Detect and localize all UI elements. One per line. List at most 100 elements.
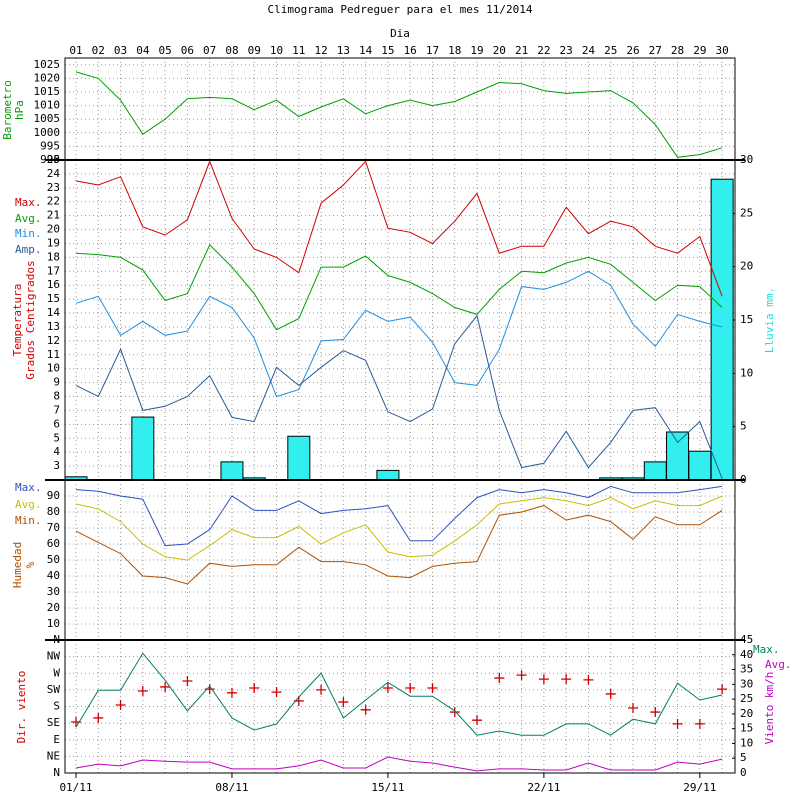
legend-label: Avg. [765,658,792,671]
y-tick-label: 3 [53,459,60,472]
x-tick-label: 16 [404,44,417,57]
y-axis-title: Temperatura [11,284,24,357]
y-tick-label: 80 [47,505,60,518]
direction-marker [672,718,683,729]
y-tick-label: W [53,666,60,679]
y-tick-label: 90 [47,489,60,502]
rain-bar [666,431,690,481]
y-tick-label: 11 [47,348,60,361]
y-axis-title: % [24,561,37,568]
y-tick-label: N [53,766,60,779]
direction-marker [583,674,594,685]
y2-axis-title: Viento km/h [763,672,776,745]
series-line [75,314,723,479]
y-tick-label: 9 [53,376,60,389]
y-tick-label: 22 [47,195,60,208]
direction-marker [382,683,393,694]
x-tick-label: 19 [470,44,483,57]
direction-marker [717,684,728,695]
rain-bar [688,450,712,481]
y-tick-label: 1000 [34,126,61,139]
x-tick-label: 10 [270,44,283,57]
y-tick-label: 70 [47,521,60,534]
y-tick-label: 12 [47,334,60,347]
y-axis-title: Barometro [1,80,14,140]
direction-marker [516,670,527,681]
y2-tick-label: 25 [740,206,753,219]
y-tick-label: 13 [47,320,60,333]
legend-label: Max. [15,196,42,209]
series-line [75,756,723,772]
x-tick-label: 14 [359,44,373,57]
y-tick-label: 1010 [34,99,61,112]
rain-bar [376,469,400,481]
x-tick-label: 15 [381,44,394,57]
y-tick-label: 40 [47,569,60,582]
x-tick-label: 01/11 [59,781,92,794]
legend-label: Min. [15,227,42,240]
direction-marker [338,697,349,708]
x-tick-label: 29 [693,44,706,57]
x-tick-label: 17 [426,44,439,57]
x-tick-label: 28 [671,44,684,57]
rain-bar [287,435,311,481]
series-line [75,160,723,297]
x-tick-label: 15/11 [371,781,404,794]
direction-marker [93,712,104,723]
y-tick-label: S [53,700,60,713]
series-line [75,244,723,331]
legend-label: Avg. [15,212,42,225]
y-tick-label: 30 [47,585,60,598]
y2-tick-label: 15 [740,313,753,326]
direction-marker [694,718,705,729]
x-tick-label: 02 [92,44,105,57]
y-tick-label: 50 [47,553,60,566]
y-tick-label: 8 [53,390,60,403]
rain-bar [710,178,734,481]
direction-marker [271,687,282,698]
x-tick-label: 08/11 [215,781,248,794]
x-tick-label: 12 [314,44,327,57]
direction-marker [160,681,171,692]
x-tick-label: 29/11 [683,781,716,794]
direction-marker [472,715,483,726]
direction-marker [316,684,327,695]
y2-tick-label: 40 [740,648,753,661]
x-tick-label: 18 [448,44,461,57]
x-tick-label: 22 [537,44,550,57]
y-tick-label: 14 [47,306,61,319]
x-tick-label: 03 [114,44,127,57]
chart-title: Climograma Pedreguer para el mes 11/2014 [268,3,533,16]
y2-tick-label: 20 [740,707,753,720]
y2-tick-label: 5 [740,420,747,433]
y-axis-title: Dir. viento [15,671,28,744]
y-tick-label: 21 [47,209,60,222]
direction-marker [494,673,505,684]
y-tick-label: SE [47,716,60,729]
direction-marker [628,702,638,713]
direction-marker [249,683,260,694]
direction-marker [561,674,572,685]
y-tick-label: 24 [47,167,61,180]
x-tick-label: 08 [225,44,238,57]
y2-tick-label: 45 [740,633,753,646]
x-tick-label: 13 [337,44,350,57]
y-tick-label: 1015 [34,85,61,98]
direction-marker [360,704,371,715]
x-tick-label: 06 [181,44,194,57]
y2-tick-label: 10 [740,366,753,379]
direction-marker [650,707,661,718]
y-tick-label: 10 [47,617,60,630]
y-tick-label: 23 [47,181,60,194]
legend-label: Max. [15,481,42,494]
y2-tick-label: 30 [740,677,753,690]
legend-label: Amp. [15,243,42,256]
y-tick-label: 19 [47,236,60,249]
direction-marker [115,700,126,711]
y-axis-title: Grados Centigrados [24,260,37,379]
y2-tick-label: 25 [740,692,753,705]
y-axis-title: hPa [13,100,26,120]
y-tick-label: 16 [47,278,60,291]
y-tick-label: E [53,733,60,746]
